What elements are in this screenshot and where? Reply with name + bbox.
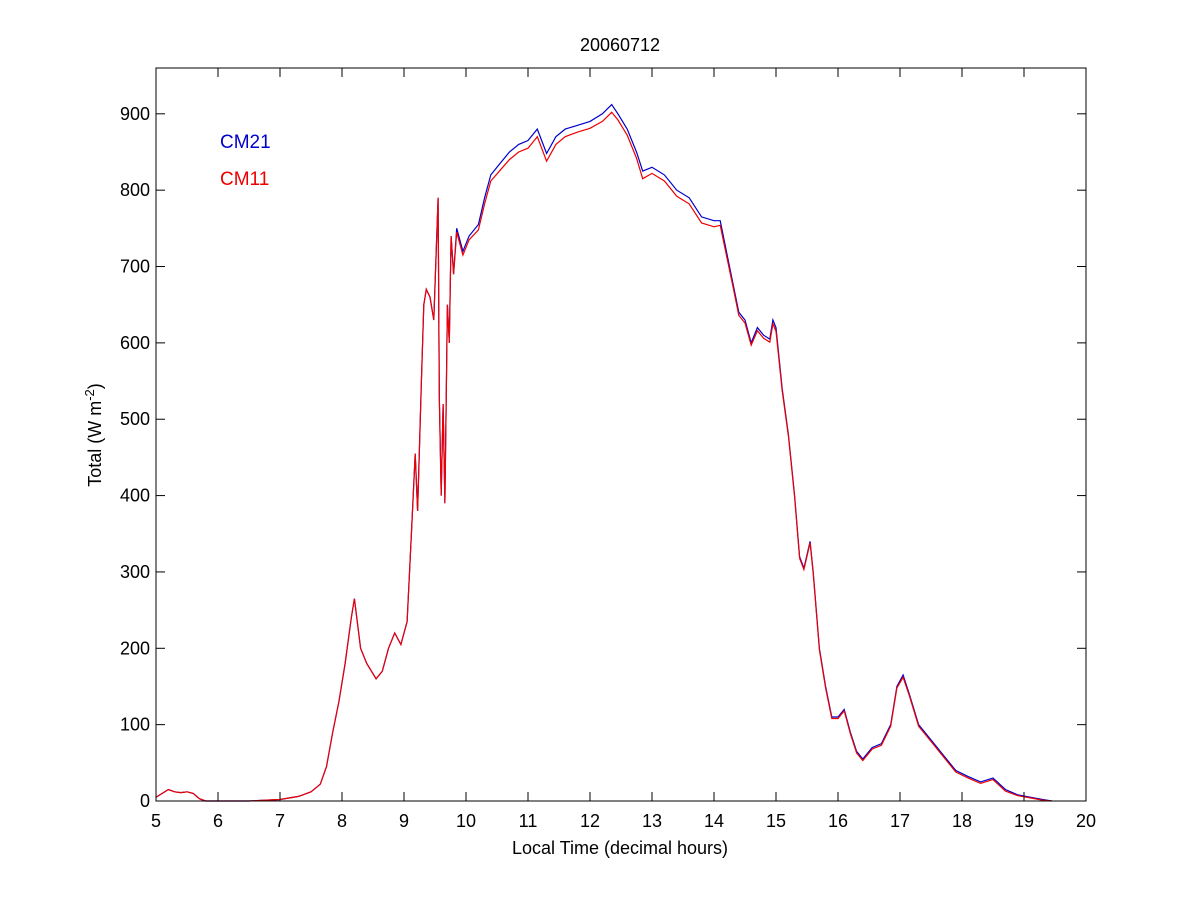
x-tick-label: 15 — [766, 811, 786, 831]
x-tick-label: 9 — [399, 811, 409, 831]
y-axis-label-close: ) — [85, 383, 105, 389]
y-tick-label: 600 — [120, 333, 150, 353]
x-tick-label: 13 — [642, 811, 662, 831]
x-tick-label: 11 — [519, 811, 538, 831]
x-tick-label: 17 — [890, 811, 910, 831]
x-tick-label: 16 — [828, 811, 848, 831]
chart-title: 20060712 — [580, 35, 660, 55]
y-tick-label: 300 — [120, 562, 150, 582]
x-tick-label: 18 — [952, 811, 972, 831]
y-tick-label: 100 — [120, 715, 150, 735]
y-tick-label: 400 — [120, 486, 150, 506]
y-tick-label: 800 — [120, 180, 150, 200]
y-tick-label: 200 — [120, 638, 150, 658]
x-tick-label: 20 — [1076, 811, 1096, 831]
x-tick-label: 14 — [704, 811, 724, 831]
legend-label-cm21: CM21 — [220, 132, 271, 153]
y-tick-label: 700 — [120, 257, 150, 277]
x-tick-label: 12 — [580, 811, 600, 831]
series-layer — [155, 103, 1052, 802]
x-tick-label: 6 — [213, 811, 223, 831]
x-tick-label: 5 — [151, 811, 161, 831]
y-tick-label: 500 — [120, 409, 150, 429]
series-line-cm11 — [155, 111, 1052, 802]
y-tick-label: 0 — [140, 791, 150, 811]
plot-frame — [155, 67, 1087, 802]
x-tick-label: 7 — [275, 811, 285, 831]
y-axis-label-text: Total (W m — [85, 401, 105, 487]
legend-label-cm11: CM11 — [220, 169, 269, 190]
x-axis-label: Local Time (decimal hours) — [512, 838, 728, 858]
x-tick-label: 19 — [1014, 811, 1034, 831]
x-tick-label: 10 — [456, 811, 476, 831]
y-axis-label-superscript: -2 — [82, 389, 97, 401]
ticks-layer: 5 6 7 8 9 10 11 12 13 14 15 16 17 18 19 200100200300400… — [120, 68, 1096, 831]
x-tick-label: 8 — [337, 811, 347, 831]
y-axis-label: Total (W m-2) — [82, 383, 105, 487]
y-tick-label: 900 — [120, 104, 150, 124]
